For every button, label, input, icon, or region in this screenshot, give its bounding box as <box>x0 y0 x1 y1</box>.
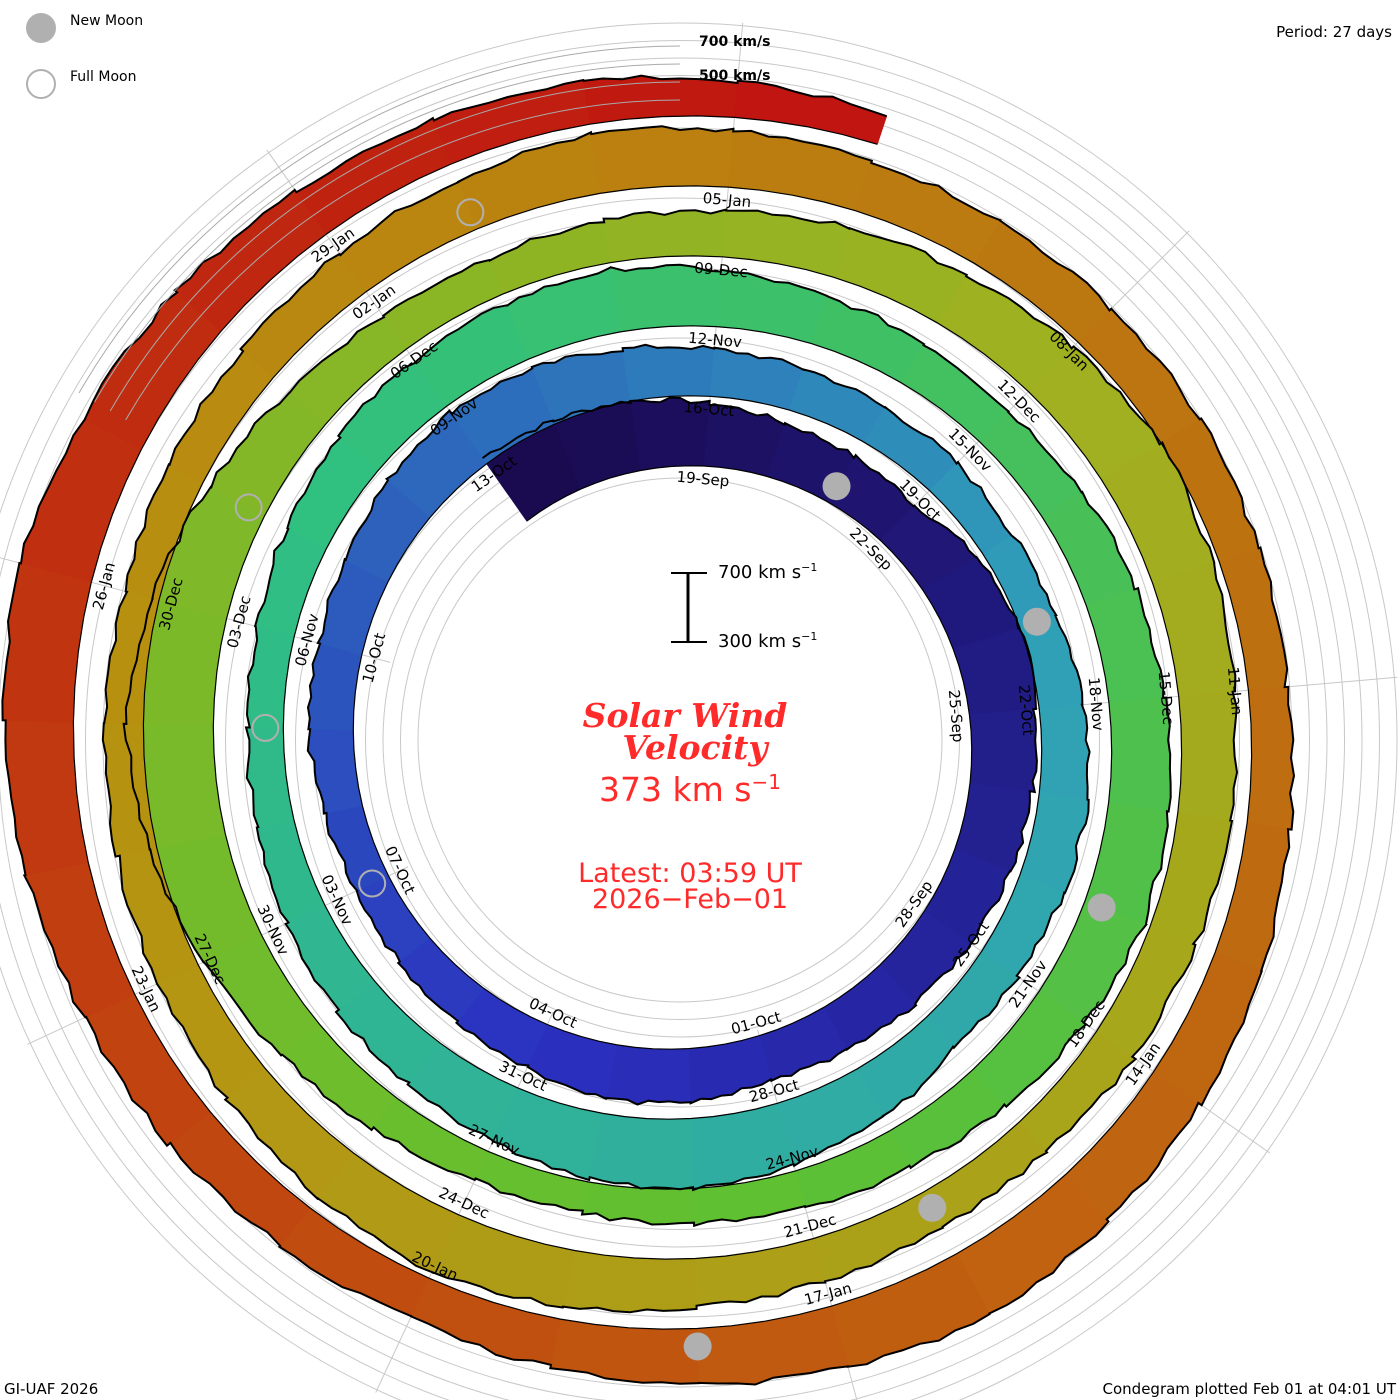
new-moon-legend-icon <box>26 13 56 43</box>
grid-radial-line <box>375 1011 554 1393</box>
velocity-band-day <box>605 1044 691 1105</box>
scale-bar-bottom-label: 300 km s−1 <box>718 630 818 652</box>
new-moon-icon <box>918 1193 947 1222</box>
velocity-band-day <box>622 344 715 402</box>
velocity-band-day <box>562 1250 697 1313</box>
new-moon-icon <box>822 472 851 501</box>
velocity-band-day <box>23 861 136 1018</box>
latest-time: Latest: 03:59 UT <box>578 858 802 889</box>
latest-date: 2026−Feb−01 <box>591 884 789 915</box>
new-moon-icon <box>683 1332 712 1361</box>
grid-circle <box>0 22 1398 1400</box>
period-label: Period: 27 days <box>1276 23 1392 41</box>
scale-arc <box>109 81 681 412</box>
full-moon-icon <box>358 869 387 898</box>
baseline-spiral <box>72 115 1253 1330</box>
velocity-band-day <box>696 1305 849 1385</box>
grid-circle <box>417 477 943 1003</box>
velocity-band-day <box>590 125 734 194</box>
scale-500-label: 500 km/s <box>699 68 771 84</box>
velocity-band-day <box>1246 686 1295 830</box>
footer-credit: GI-UAF 2026 <box>4 1380 99 1398</box>
top-scale-arcs <box>78 45 681 421</box>
velocity-bands <box>1 74 1296 1386</box>
grid-circle <box>0 40 1380 1400</box>
velocity-band-day <box>5 720 89 876</box>
full-moon-icon <box>456 198 485 227</box>
velocity-band-day <box>811 295 925 383</box>
full-moon-icon <box>251 713 280 742</box>
velocity-outline <box>1 74 1296 1386</box>
new-moon-icon <box>1022 607 1051 636</box>
velocity-band-day <box>2 562 92 723</box>
footer-plotted: Condegram plotted Feb 01 at 04:01 UT <box>1102 1380 1396 1398</box>
grid-circle <box>0 57 1363 1400</box>
velocity-band-day <box>1038 704 1090 801</box>
grid-radial-line <box>757 1029 858 1400</box>
full-moon-legend-icon <box>26 69 56 99</box>
legend-new-moon: New Moon <box>70 13 144 29</box>
velocity-band-day <box>20 418 142 583</box>
scale-arc <box>94 63 681 403</box>
chart-title-line1: Solar Wind <box>582 696 788 735</box>
velocity-band-day <box>831 1253 991 1368</box>
current-velocity: 373 km s−1 <box>599 770 781 809</box>
scale-bar-top-label: 700 km s−1 <box>718 561 818 583</box>
scale-arc <box>125 99 681 421</box>
full-moon-icon <box>234 493 263 522</box>
new-moon-icon <box>1087 893 1116 922</box>
scale-arc <box>78 45 681 394</box>
moon-markers <box>234 198 1116 1361</box>
scale-700-label: 700 km/s <box>699 34 771 50</box>
scale-bar <box>671 572 707 643</box>
chart-title-line2: Velocity <box>622 728 768 767</box>
velocity-band-day <box>589 1113 694 1190</box>
legend-full-moon: Full Moon <box>70 69 137 85</box>
